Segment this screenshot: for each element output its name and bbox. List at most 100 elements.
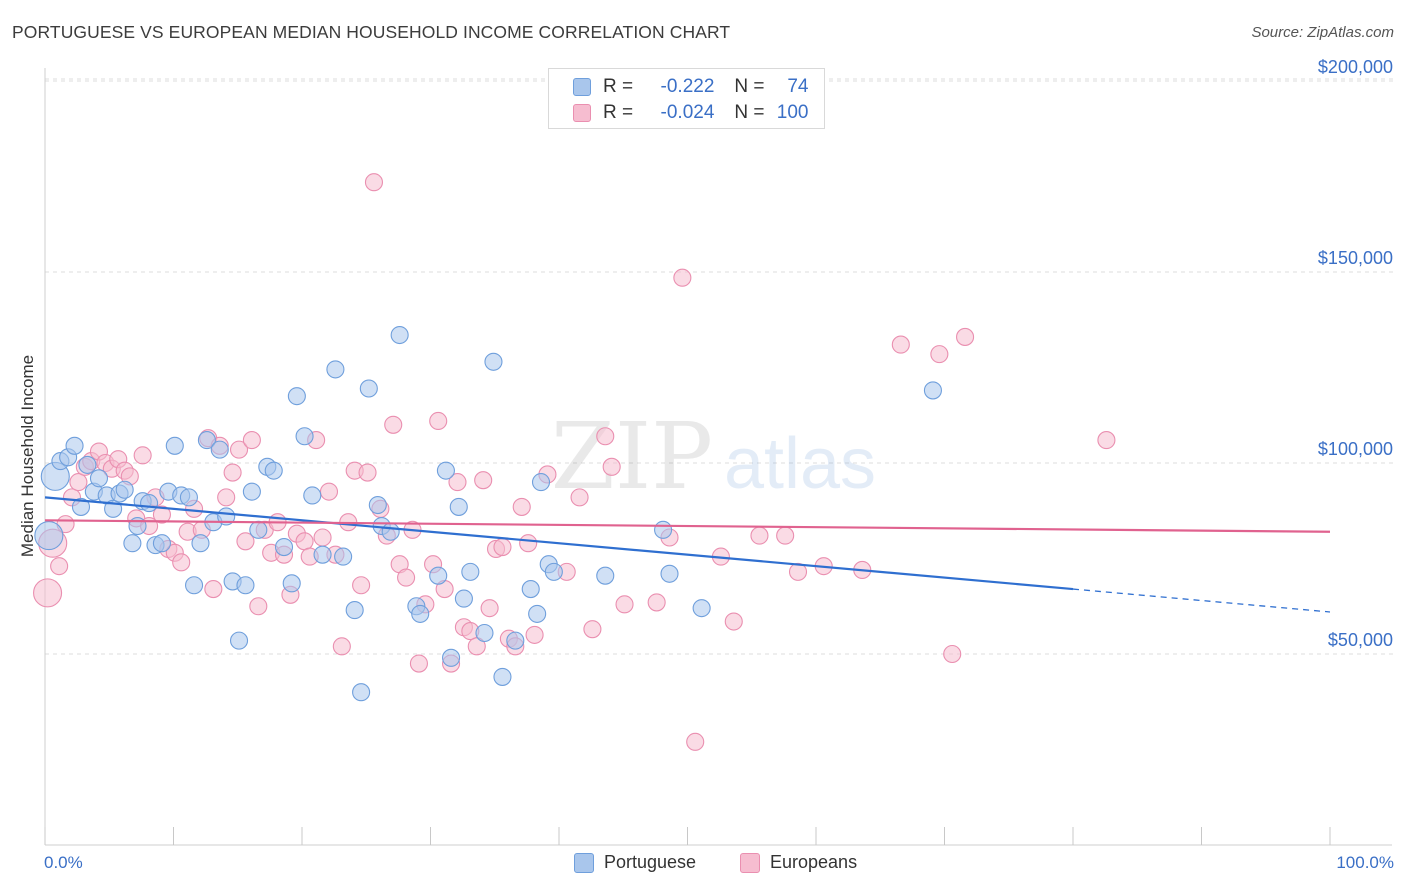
- portuguese-point: [165, 436, 184, 455]
- portuguese-point: [692, 599, 711, 618]
- portuguese-point: [660, 564, 679, 583]
- portuguese-point: [528, 604, 547, 623]
- portuguese-point: [454, 589, 473, 608]
- portuguese-trend-line: [44, 496, 1074, 591]
- portuguese-point: [78, 455, 97, 474]
- r-label: R =: [603, 102, 634, 123]
- portuguese-point: [115, 480, 134, 499]
- portuguese-point: [210, 440, 229, 459]
- n-value: 74: [787, 76, 809, 97]
- europeans-point: [615, 595, 634, 614]
- portuguese-point: [34, 521, 64, 551]
- europeans-point: [583, 620, 602, 639]
- europeans-point: [891, 335, 910, 354]
- legend-label-portuguese: Portuguese: [604, 852, 697, 872]
- legend-label-europeans: Europeans: [770, 852, 858, 872]
- europeans-point: [788, 562, 808, 581]
- portuguese-point: [287, 387, 306, 406]
- europeans-point: [409, 654, 428, 673]
- portuguese-point: [282, 574, 301, 593]
- europeans-point: [397, 568, 416, 587]
- europeans-point: [332, 637, 351, 656]
- europeans-point: [217, 488, 236, 507]
- europeans-point: [50, 557, 69, 576]
- europeans-points: [33, 173, 1116, 751]
- portuguese-point: [303, 486, 322, 505]
- portuguese-point: [449, 497, 468, 516]
- portuguese-point: [236, 576, 255, 595]
- legend-item-europeans[interactable]: Europeans: [740, 852, 857, 873]
- europeans-point: [1097, 431, 1116, 450]
- x-tick-min: 0.0%: [44, 853, 83, 872]
- portuguese-point: [191, 534, 210, 553]
- r-value: -0.222: [660, 76, 715, 97]
- europeans-point: [776, 526, 795, 545]
- europeans-point: [750, 526, 769, 545]
- portuguese-point: [295, 427, 314, 446]
- axes: [44, 68, 1392, 846]
- europeans-point: [493, 537, 512, 557]
- portuguese-point: [185, 576, 204, 595]
- portuguese-point: [197, 431, 216, 450]
- portuguese-point: [334, 547, 353, 566]
- europeans-point: [319, 482, 339, 501]
- europeans-point: [570, 488, 589, 507]
- portuguese-point: [411, 604, 430, 623]
- europeans-point: [352, 576, 371, 595]
- europeans-point: [133, 446, 152, 465]
- portuguese-point: [179, 488, 198, 507]
- x-tick-max: 100.0%: [1336, 853, 1394, 872]
- europeans-point: [242, 431, 261, 450]
- portuguese-point: [313, 545, 332, 564]
- europeans-point: [512, 497, 531, 516]
- europeans-point: [429, 411, 448, 431]
- europeans-point: [364, 173, 384, 192]
- europeans-point: [474, 471, 493, 490]
- n-value: 100: [776, 102, 809, 123]
- portuguese-point: [368, 495, 387, 515]
- portuguese-point: [484, 352, 503, 371]
- europeans-point: [152, 505, 171, 524]
- europeans-point: [448, 473, 467, 492]
- series-legend: Portuguese Europeans: [0, 852, 1406, 878]
- portuguese-point: [152, 534, 171, 553]
- europeans-point: [686, 732, 705, 751]
- europeans-point: [596, 427, 615, 446]
- gridlines: [45, 78, 1395, 655]
- portuguese-point: [249, 520, 268, 539]
- portuguese-point: [381, 522, 400, 541]
- watermark-atlas: atlas: [724, 424, 876, 504]
- portuguese-point: [521, 580, 540, 599]
- portuguese-point: [596, 566, 615, 585]
- europeans-point: [943, 644, 962, 664]
- portuguese-point: [242, 482, 261, 501]
- portuguese-point: [390, 325, 409, 345]
- portuguese-point: [654, 520, 673, 539]
- y-tick-label: $100,000: [1318, 439, 1393, 459]
- europeans-point: [69, 473, 88, 492]
- portuguese-swatch: [574, 852, 594, 873]
- portuguese-point: [359, 379, 378, 398]
- portuguese-point: [326, 360, 345, 379]
- europeans-trend-line: [44, 519, 1331, 533]
- europeans-point: [724, 612, 743, 631]
- y-tick-label: $150,000: [1318, 248, 1393, 268]
- legend-row-portuguese: R = -0.222 N = 74: [573, 75, 809, 99]
- portuguese-point: [475, 623, 494, 643]
- europeans-point: [223, 463, 242, 482]
- europeans-point: [480, 599, 499, 618]
- r-label: R =: [603, 76, 634, 97]
- portuguese-point: [65, 436, 84, 455]
- europeans-point: [33, 578, 63, 608]
- portuguese-point: [923, 381, 942, 400]
- portuguese-point: [442, 648, 461, 667]
- europeans-point: [229, 440, 249, 459]
- europeans-point: [295, 532, 314, 551]
- portuguese-trend-extension: [1072, 588, 1331, 613]
- europeans-point: [236, 532, 255, 551]
- portuguese-point: [493, 667, 512, 686]
- legend-item-portuguese[interactable]: Portuguese: [574, 852, 696, 873]
- portuguese-point: [229, 631, 249, 650]
- n-label: N =: [734, 76, 765, 97]
